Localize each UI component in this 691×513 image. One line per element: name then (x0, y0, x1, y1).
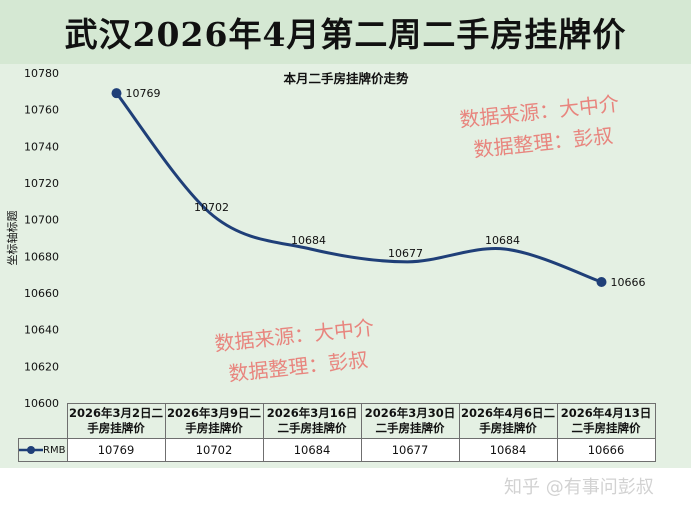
data-label: 10769 (126, 87, 161, 100)
data-table-cell: 10666 (556, 438, 656, 462)
y-tick-label: 10740 (24, 140, 59, 153)
y-tick-label: 10780 (24, 67, 59, 80)
data-table-corner (19, 404, 68, 439)
series-line (115, 92, 602, 284)
y-tick-label: 10760 (24, 104, 59, 117)
chart-title: 本月二手房挂牌价走势 (283, 71, 409, 86)
data-table-header: 2026年4月6日二 手房挂牌价 (458, 403, 558, 439)
legend-key: RMB (18, 438, 68, 462)
data-label: 10684 (291, 234, 326, 247)
y-tick-label: 10720 (24, 177, 59, 190)
data-label: 10702 (194, 201, 229, 214)
data-table-header: 2026年3月16日 二手房挂牌价 (262, 403, 362, 439)
data-table-cell: 10684 (262, 438, 362, 462)
y-tick-label: 10620 (24, 360, 59, 373)
series-layer: 10769 10702 10684 10677 10684 10666 (111, 87, 646, 289)
legend-series-name: RMB (43, 444, 66, 456)
data-table-value-row: RMB 10769 10702 10684 10677 10684 10666 (18, 438, 656, 462)
data-label: 10677 (388, 247, 423, 260)
chart-background (0, 64, 691, 468)
data-point (111, 88, 122, 99)
y-tick-label: 10640 (24, 324, 59, 337)
y-tick-label: 10680 (24, 250, 59, 263)
data-table-cell: 10769 (66, 438, 166, 462)
data-table-header: 2026年3月9日二 手房挂牌价 (164, 403, 264, 439)
page-title: 武汉2026年4月第二周二手房挂牌价 (64, 15, 627, 54)
legend-line-marker (19, 445, 43, 454)
y-tick-label: 10660 (24, 287, 59, 300)
data-table-header-row: 2026年3月2日二 手房挂牌价 2026年3月9日二 手房挂牌价 2026年3月1… (19, 403, 656, 439)
data-table-header: 2026年3月2日二 手房挂牌价 (66, 403, 166, 439)
y-axis-title: 坐标轴标题 (5, 211, 19, 266)
data-table-header: 2026年3月30日 二手房挂牌价 (360, 403, 460, 439)
y-axis: 10600 10620 10640 10660 10680 10700 10720 10740… (24, 67, 59, 410)
data-table-header: 2026年4月13日 二手房挂牌价 (556, 403, 656, 439)
data-label: 10684 (485, 234, 520, 247)
data-table-cell: 10702 (164, 438, 264, 462)
data-label: 10666 (611, 276, 646, 289)
title-banner: 武汉2026年4月第二周二手房挂牌价 (0, 0, 691, 64)
zhihu-watermark: 知乎 @有事问彭叔 (504, 477, 654, 498)
y-tick-label: 10700 (24, 214, 59, 227)
data-table-cell: 10677 (360, 438, 460, 462)
data-table: 2026年3月2日二 手房挂牌价 2026年3月9日二 手房挂牌价 2026年3月1… (18, 403, 656, 462)
data-table-cell: 10684 (458, 438, 558, 462)
y-tick-label: 10600 (24, 397, 59, 410)
line-chart: 10600 10620 10640 10660 10680 10700 10720 10740… (5, 67, 646, 410)
data-point (596, 277, 607, 287)
